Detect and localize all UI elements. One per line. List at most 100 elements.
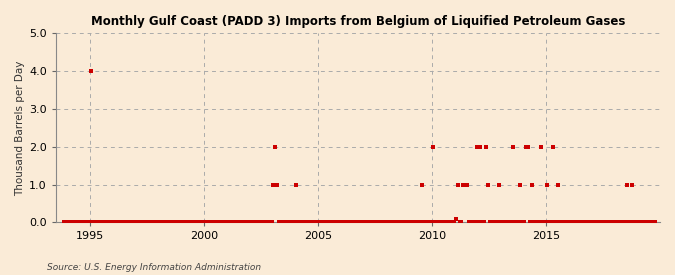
Point (560, 220, 571, 225)
Point (251, 220, 262, 225)
Title: Monthly Gulf Coast (PADD 3) Imports from Belgium of Liquified Petroleum Gases: Monthly Gulf Coast (PADD 3) Imports from… (90, 15, 625, 28)
Point (287, 220, 298, 225)
Point (329, 220, 340, 225)
Point (86, 69, 97, 73)
Point (105, 220, 115, 225)
Point (135, 220, 146, 225)
Point (84, 220, 95, 225)
Point (202, 220, 213, 225)
Point (302, 220, 313, 225)
Point (618, 220, 628, 225)
Point (223, 220, 234, 225)
Point (137, 220, 148, 225)
Point (648, 220, 659, 225)
Point (625, 220, 636, 225)
Point (509, 220, 520, 225)
Point (209, 220, 220, 225)
Point (371, 220, 381, 225)
Point (517, 220, 528, 225)
Point (593, 220, 603, 225)
Point (604, 220, 615, 225)
Point (156, 220, 167, 225)
Point (522, 145, 533, 149)
Point (620, 220, 630, 225)
Point (424, 220, 435, 225)
Point (230, 220, 241, 225)
Point (397, 220, 408, 225)
Point (101, 220, 111, 225)
Point (70, 220, 81, 225)
Point (99, 220, 110, 225)
Point (416, 182, 427, 187)
Point (284, 220, 294, 225)
Point (634, 220, 645, 225)
Point (650, 220, 661, 225)
Point (91, 220, 102, 225)
Point (312, 220, 323, 225)
Point (541, 182, 552, 187)
Point (242, 220, 252, 225)
Point (162, 220, 173, 225)
Point (471, 145, 482, 149)
Point (447, 220, 458, 225)
Point (489, 220, 500, 225)
Point (131, 220, 142, 225)
Point (194, 220, 205, 225)
Point (568, 220, 579, 225)
Point (247, 220, 258, 225)
Point (198, 220, 209, 225)
Point (154, 220, 165, 225)
Point (460, 182, 470, 187)
Point (215, 220, 225, 225)
Point (109, 220, 119, 225)
Point (574, 220, 585, 225)
Point (515, 182, 526, 187)
Point (564, 220, 575, 225)
Point (365, 220, 376, 225)
Point (469, 220, 480, 225)
Point (76, 220, 87, 225)
Point (308, 220, 319, 225)
Point (196, 220, 207, 225)
Point (151, 220, 161, 225)
Point (207, 220, 218, 225)
Point (456, 220, 467, 225)
Point (612, 220, 622, 225)
Point (268, 182, 279, 187)
Point (536, 145, 547, 149)
Point (576, 220, 587, 225)
Point (310, 220, 321, 225)
Point (357, 220, 368, 225)
Point (496, 220, 507, 225)
Point (473, 220, 484, 225)
Point (306, 220, 317, 225)
Point (426, 220, 437, 225)
Point (606, 220, 617, 225)
Point (435, 220, 446, 225)
Point (387, 220, 398, 225)
Point (352, 220, 362, 225)
Point (420, 220, 431, 225)
Y-axis label: Thousand Barrels per Day: Thousand Barrels per Day (15, 60, 25, 196)
Point (644, 220, 655, 225)
Point (120, 220, 131, 225)
Point (454, 220, 465, 225)
Point (443, 220, 454, 225)
Point (245, 220, 256, 225)
Point (226, 220, 237, 225)
Point (177, 220, 188, 225)
Point (175, 220, 186, 225)
Point (82, 220, 92, 225)
Point (181, 220, 192, 225)
Point (384, 220, 395, 225)
Point (375, 220, 385, 225)
Point (599, 220, 610, 225)
Point (300, 220, 311, 225)
Point (344, 220, 355, 225)
Point (93, 220, 104, 225)
Point (468, 220, 479, 225)
Point (141, 220, 152, 225)
Point (464, 220, 475, 225)
Point (103, 220, 113, 225)
Point (234, 220, 244, 225)
